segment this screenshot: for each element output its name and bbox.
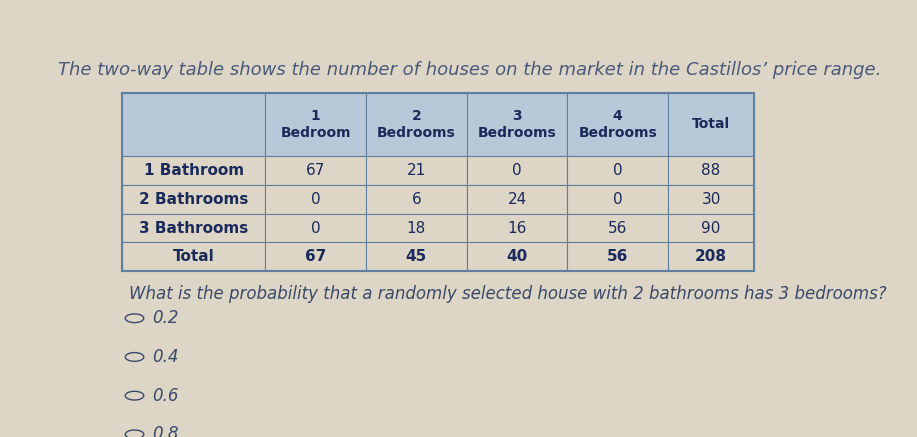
Bar: [668, 185, 755, 214]
Text: 30: 30: [702, 192, 721, 207]
Bar: [122, 93, 755, 271]
Bar: [122, 243, 266, 271]
Bar: [122, 156, 266, 185]
Bar: [366, 214, 467, 243]
Text: 0: 0: [311, 192, 321, 207]
Bar: [668, 243, 755, 271]
Text: 67: 67: [305, 249, 326, 264]
Bar: [366, 156, 467, 185]
Text: 56: 56: [608, 221, 627, 236]
Text: 208: 208: [695, 249, 727, 264]
Bar: [467, 243, 568, 271]
Bar: [366, 93, 467, 156]
Bar: [467, 214, 568, 243]
Bar: [568, 93, 668, 156]
Text: 1
Bedroom: 1 Bedroom: [281, 109, 351, 139]
Bar: [668, 156, 755, 185]
Text: What is the probability that a randomly selected house with 2 bathrooms has 3 be: What is the probability that a randomly …: [128, 284, 887, 302]
Text: 0: 0: [613, 192, 623, 207]
Text: 88: 88: [702, 163, 721, 178]
Bar: [266, 185, 366, 214]
Text: 3
Bedrooms: 3 Bedrooms: [478, 109, 557, 139]
Bar: [467, 185, 568, 214]
Bar: [266, 214, 366, 243]
Text: 24: 24: [507, 192, 526, 207]
Text: 2 Bathrooms: 2 Bathrooms: [138, 192, 249, 207]
Text: 0.6: 0.6: [152, 387, 179, 405]
Text: 4
Bedrooms: 4 Bedrooms: [579, 109, 657, 139]
Bar: [467, 156, 568, 185]
Text: 18: 18: [407, 221, 426, 236]
Text: 0: 0: [311, 221, 321, 236]
Bar: [467, 93, 568, 156]
Text: 3 Bathrooms: 3 Bathrooms: [139, 221, 249, 236]
Bar: [568, 185, 668, 214]
Text: The two-way table shows the number of houses on the market in the Castillos’ pri: The two-way table shows the number of ho…: [59, 61, 881, 79]
Text: 56: 56: [607, 249, 628, 264]
Text: Total: Total: [172, 249, 215, 264]
Text: 0.8: 0.8: [152, 425, 179, 437]
Bar: [668, 93, 755, 156]
Bar: [568, 243, 668, 271]
Text: 0: 0: [513, 163, 522, 178]
Text: 16: 16: [507, 221, 526, 236]
Text: 45: 45: [406, 249, 427, 264]
Bar: [266, 243, 366, 271]
Bar: [266, 93, 366, 156]
Text: 67: 67: [306, 163, 326, 178]
Bar: [122, 93, 266, 156]
Text: 6: 6: [412, 192, 421, 207]
Bar: [122, 214, 266, 243]
Bar: [668, 214, 755, 243]
Text: 21: 21: [407, 163, 426, 178]
Text: 0: 0: [613, 163, 623, 178]
Bar: [568, 156, 668, 185]
Bar: [266, 156, 366, 185]
Bar: [122, 185, 266, 214]
Text: 0.2: 0.2: [152, 309, 179, 327]
Text: 2
Bedrooms: 2 Bedrooms: [377, 109, 456, 139]
Bar: [366, 243, 467, 271]
Text: Total: Total: [692, 118, 730, 132]
Text: 40: 40: [506, 249, 527, 264]
Bar: [568, 214, 668, 243]
Text: 1 Bathroom: 1 Bathroom: [144, 163, 244, 178]
Bar: [366, 185, 467, 214]
Text: 90: 90: [702, 221, 721, 236]
Text: 0.4: 0.4: [152, 348, 179, 366]
